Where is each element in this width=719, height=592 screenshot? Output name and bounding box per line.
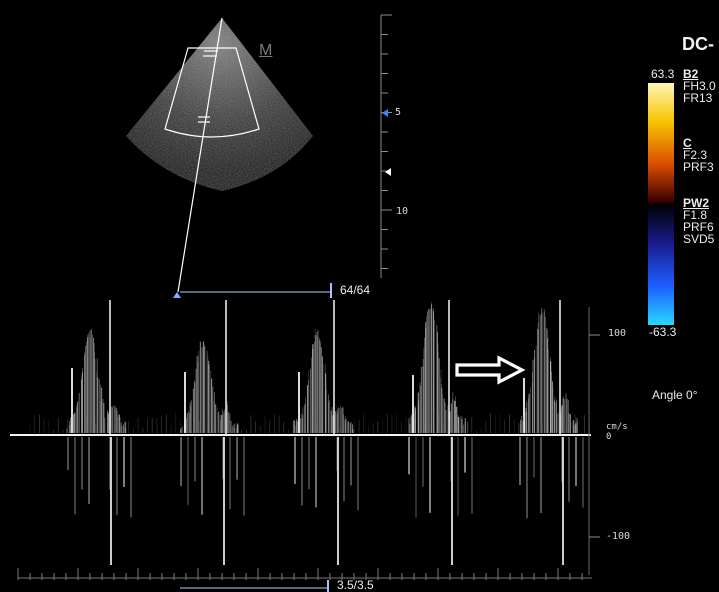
sample-window-box <box>164 47 260 138</box>
frame-counter: 64/64 <box>340 283 371 297</box>
velocity-unit-label: cm/s <box>606 422 628 432</box>
velocity-label-100: 100 <box>608 328 627 339</box>
sample-volume-gate <box>198 116 210 123</box>
angle-label: Angle 0° <box>652 388 698 402</box>
depth-scale <box>380 14 392 278</box>
velocity-label-neg100: -100 <box>606 531 631 542</box>
pw2-line-1: F1.8 <box>683 208 708 222</box>
colorbar-min-label: -63.3 <box>649 325 677 339</box>
pw2-line-2: PRF6 <box>683 220 714 234</box>
doppler-axis <box>588 307 600 575</box>
colorbar-max-label: 63.3 <box>651 67 675 81</box>
sample-window-top-ticks <box>203 50 218 57</box>
b2-head: B2 <box>683 67 699 81</box>
b2-parameter-group: B2 FH3.0 FR13 <box>683 68 716 104</box>
b2-line-1: FH3.0 <box>683 79 716 93</box>
highlight-arrow-icon <box>455 355 526 385</box>
sweep-counter: 3.5/3.5 <box>337 578 374 592</box>
doppler-cursor-line <box>177 17 223 293</box>
pw2-parameter-group: PW2 F1.8 PRF6 SVD5 <box>683 197 714 245</box>
b2-line-2: FR13 <box>683 91 713 105</box>
c-line-2: PRF3 <box>683 160 714 174</box>
doppler-spectrum <box>10 300 591 565</box>
image-marker: M <box>259 42 273 59</box>
velocity-colorbar <box>648 83 674 325</box>
pw2-line-3: SVD5 <box>683 232 715 246</box>
velocity-label-0: 0 <box>606 432 612 442</box>
c-parameter-group: C F2.3 PRF3 <box>683 137 714 173</box>
depth-label-10: 10 <box>396 206 409 217</box>
frame-bar <box>173 283 332 298</box>
mode-label: DC- <box>682 34 714 54</box>
focus-marker-icon <box>382 109 388 117</box>
sweep-bar <box>180 580 329 592</box>
c-head: C <box>683 136 692 150</box>
depth-marker-icon <box>385 168 391 176</box>
pw2-head: PW2 <box>683 196 710 210</box>
ultrasound-scan-image <box>126 17 313 293</box>
depth-label-5: 5 <box>395 107 402 118</box>
c-line-1: F2.3 <box>683 148 708 162</box>
time-axis <box>17 568 592 580</box>
